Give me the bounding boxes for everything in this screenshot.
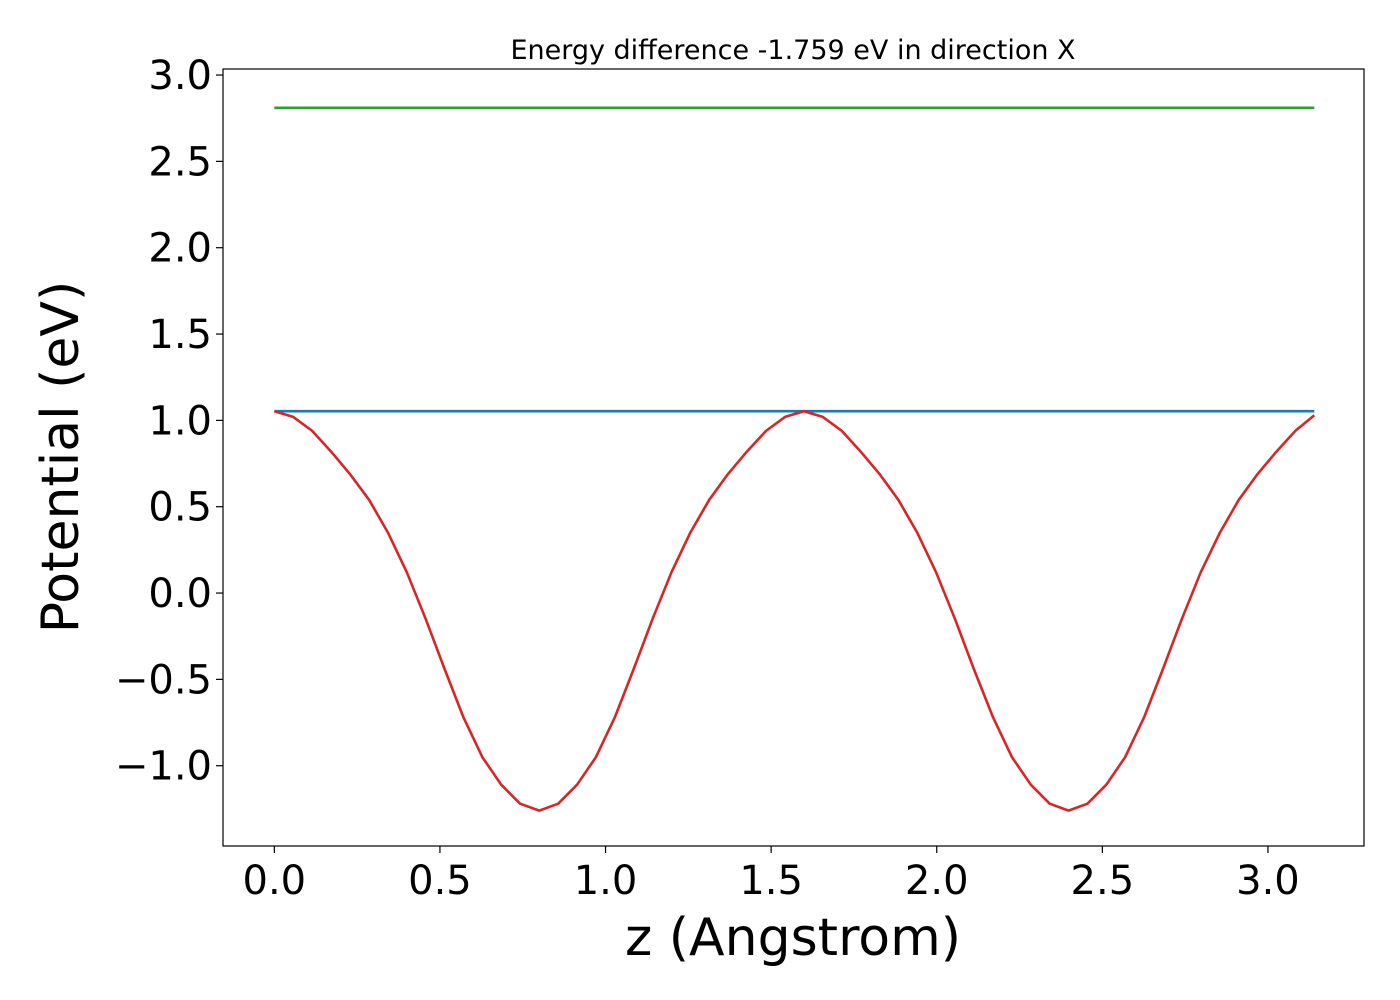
y-tick-label: 0.5 <box>148 485 212 531</box>
x-axis-ticks: 0.0 0.5 1.0 1.5 2.0 2.5 3.0 <box>243 846 1300 904</box>
y-tick-label: 0.0 <box>148 571 212 617</box>
y-tick-label: 3.0 <box>148 53 212 99</box>
x-tick-label: 2.5 <box>1071 858 1135 904</box>
x-tick-label: 0.0 <box>243 858 307 904</box>
y-tick-label: 2.0 <box>148 226 212 272</box>
x-tick-label: 1.0 <box>574 858 638 904</box>
x-tick-label: 1.5 <box>739 858 803 904</box>
x-tick-label: 2.0 <box>905 858 969 904</box>
series-line-2 <box>273 409 1316 812</box>
chart-title: Energy difference -1.759 eV in direction… <box>510 35 1075 66</box>
y-tick-label: −0.5 <box>115 657 212 703</box>
y-tick-label: 1.0 <box>148 398 212 444</box>
y-axis-label: Potential (eV) <box>31 281 91 633</box>
y-tick-label: 1.5 <box>148 312 212 358</box>
series-layer <box>273 106 1316 812</box>
plot-frame <box>222 68 1365 847</box>
y-axis-ticks: −1.0 −0.5 0.0 0.5 1.0 1.5 2.0 2.5 3.0 <box>115 53 223 790</box>
y-tick-label: 2.5 <box>148 139 212 185</box>
x-tick-label: 3.0 <box>1236 858 1300 904</box>
x-tick-label: 0.5 <box>408 858 472 904</box>
x-axis-label: z (Angstrom) <box>625 908 961 968</box>
y-tick-label: −1.0 <box>115 744 212 790</box>
